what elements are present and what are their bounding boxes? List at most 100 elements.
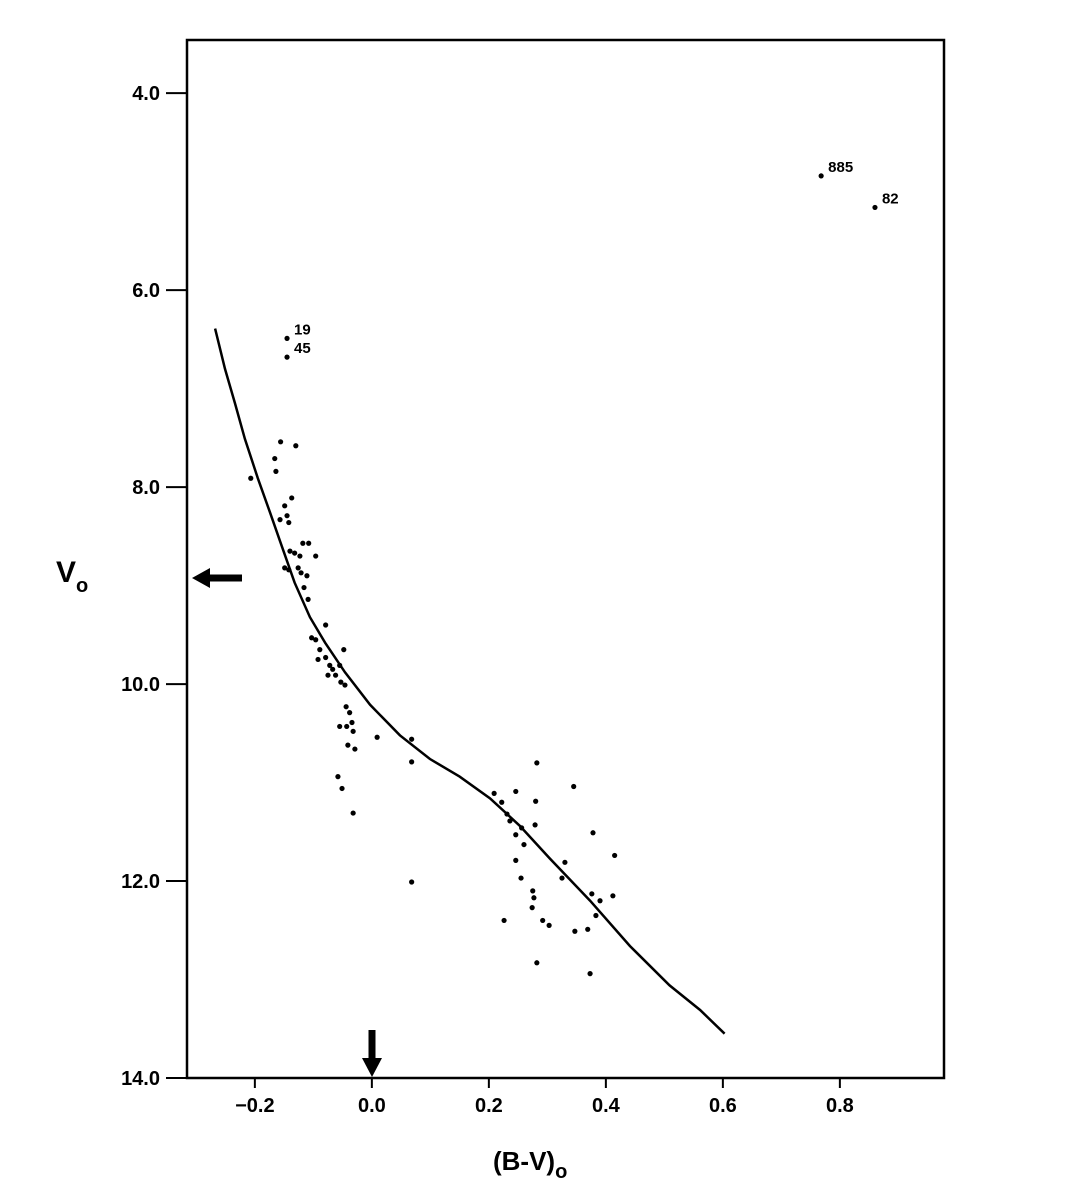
data-point — [589, 891, 595, 897]
data-point — [286, 519, 292, 526]
fit-curve — [213, 328, 726, 1035]
x-tick-label: 0.8 — [826, 1095, 854, 1117]
y-axis-label-main: V — [56, 556, 76, 589]
y-axis-label: Vo — [56, 556, 88, 597]
data-point — [610, 893, 616, 899]
data-point — [282, 503, 288, 509]
data-point — [531, 895, 537, 901]
data-point — [587, 971, 593, 977]
data-point — [313, 637, 319, 643]
data-point — [597, 898, 603, 904]
data-point — [330, 666, 336, 672]
data-point — [337, 723, 343, 730]
data-point — [529, 905, 535, 911]
data-point — [513, 832, 519, 838]
data-point — [323, 622, 329, 628]
annotated-point — [284, 354, 290, 360]
x-tick-label: 0.4 — [592, 1095, 621, 1117]
y-tick-label: 12.0 — [121, 871, 160, 893]
data-point — [301, 584, 307, 591]
data-point — [338, 679, 344, 685]
data-point — [293, 443, 299, 449]
y-tick-label: 14.0 — [121, 1068, 160, 1090]
data-point — [350, 728, 356, 734]
data-point — [287, 548, 293, 554]
data-point — [518, 875, 524, 881]
x-axis-label-main: (B-V) — [493, 1146, 555, 1176]
data-point — [298, 570, 304, 576]
data-point — [292, 550, 298, 556]
data-point — [507, 818, 513, 824]
data-point — [273, 468, 279, 474]
data-point — [295, 565, 301, 571]
data-point — [335, 774, 341, 780]
data-point — [352, 746, 358, 752]
x-tick-label: 0.6 — [709, 1095, 737, 1117]
annotated-point — [818, 173, 824, 179]
annotated-point — [284, 335, 290, 342]
data-point — [342, 682, 348, 688]
data-point — [374, 734, 380, 740]
x-axis-label: (B-V)o — [493, 1146, 567, 1183]
data-point — [344, 723, 350, 730]
data-point — [347, 710, 353, 716]
data-point — [332, 672, 339, 678]
left-arrow — [192, 568, 242, 588]
data-point — [534, 960, 540, 966]
data-point — [317, 647, 323, 653]
data-point — [337, 662, 343, 668]
data-point — [521, 841, 527, 848]
point-label: 82 — [882, 190, 899, 207]
data-point — [350, 810, 356, 816]
annotated-point — [872, 204, 878, 211]
plot-frame — [185, 38, 946, 1080]
data-point — [284, 513, 290, 519]
x-tick-label: 0.2 — [475, 1095, 503, 1117]
data-point — [546, 922, 552, 928]
y-tick-label: 6.0 — [132, 280, 160, 302]
data-point — [519, 825, 525, 831]
data-point — [349, 719, 355, 726]
data-point — [248, 475, 254, 481]
point-label: 885 — [828, 159, 853, 176]
data-point — [585, 926, 591, 932]
x-tick-label: 0.0 — [358, 1095, 386, 1117]
data-point — [532, 822, 538, 828]
data-point — [286, 567, 292, 573]
data-point — [289, 495, 295, 501]
point-label: 45 — [294, 340, 311, 357]
data-point — [530, 888, 536, 894]
data-point — [297, 553, 303, 559]
data-point — [513, 788, 519, 795]
data-point — [325, 672, 331, 678]
data-point — [341, 647, 347, 653]
data-point — [559, 875, 565, 881]
data-point — [306, 540, 312, 546]
data-point — [277, 517, 283, 523]
data-point — [501, 917, 507, 924]
data-point — [540, 917, 546, 924]
x-axis-label-sub: o — [555, 1161, 567, 1183]
arrow-head — [362, 1058, 382, 1077]
data-point — [300, 540, 306, 546]
down-arrow — [362, 1030, 382, 1077]
point-label: 19 — [294, 321, 311, 338]
data-point — [572, 928, 578, 934]
y-tick-label: 4.0 — [132, 83, 160, 105]
data-point — [612, 852, 618, 859]
data-point — [272, 455, 278, 462]
data-point — [533, 798, 539, 804]
data-point — [304, 573, 310, 579]
data-point — [278, 439, 284, 445]
data-point — [562, 859, 568, 865]
data-point — [343, 704, 349, 710]
data-point — [282, 565, 288, 571]
data-point — [309, 635, 315, 641]
data-point — [323, 654, 329, 661]
data-point — [534, 760, 540, 766]
data-point — [315, 656, 321, 663]
data-point — [313, 553, 319, 559]
y-tick-label: 8.0 — [132, 477, 160, 499]
